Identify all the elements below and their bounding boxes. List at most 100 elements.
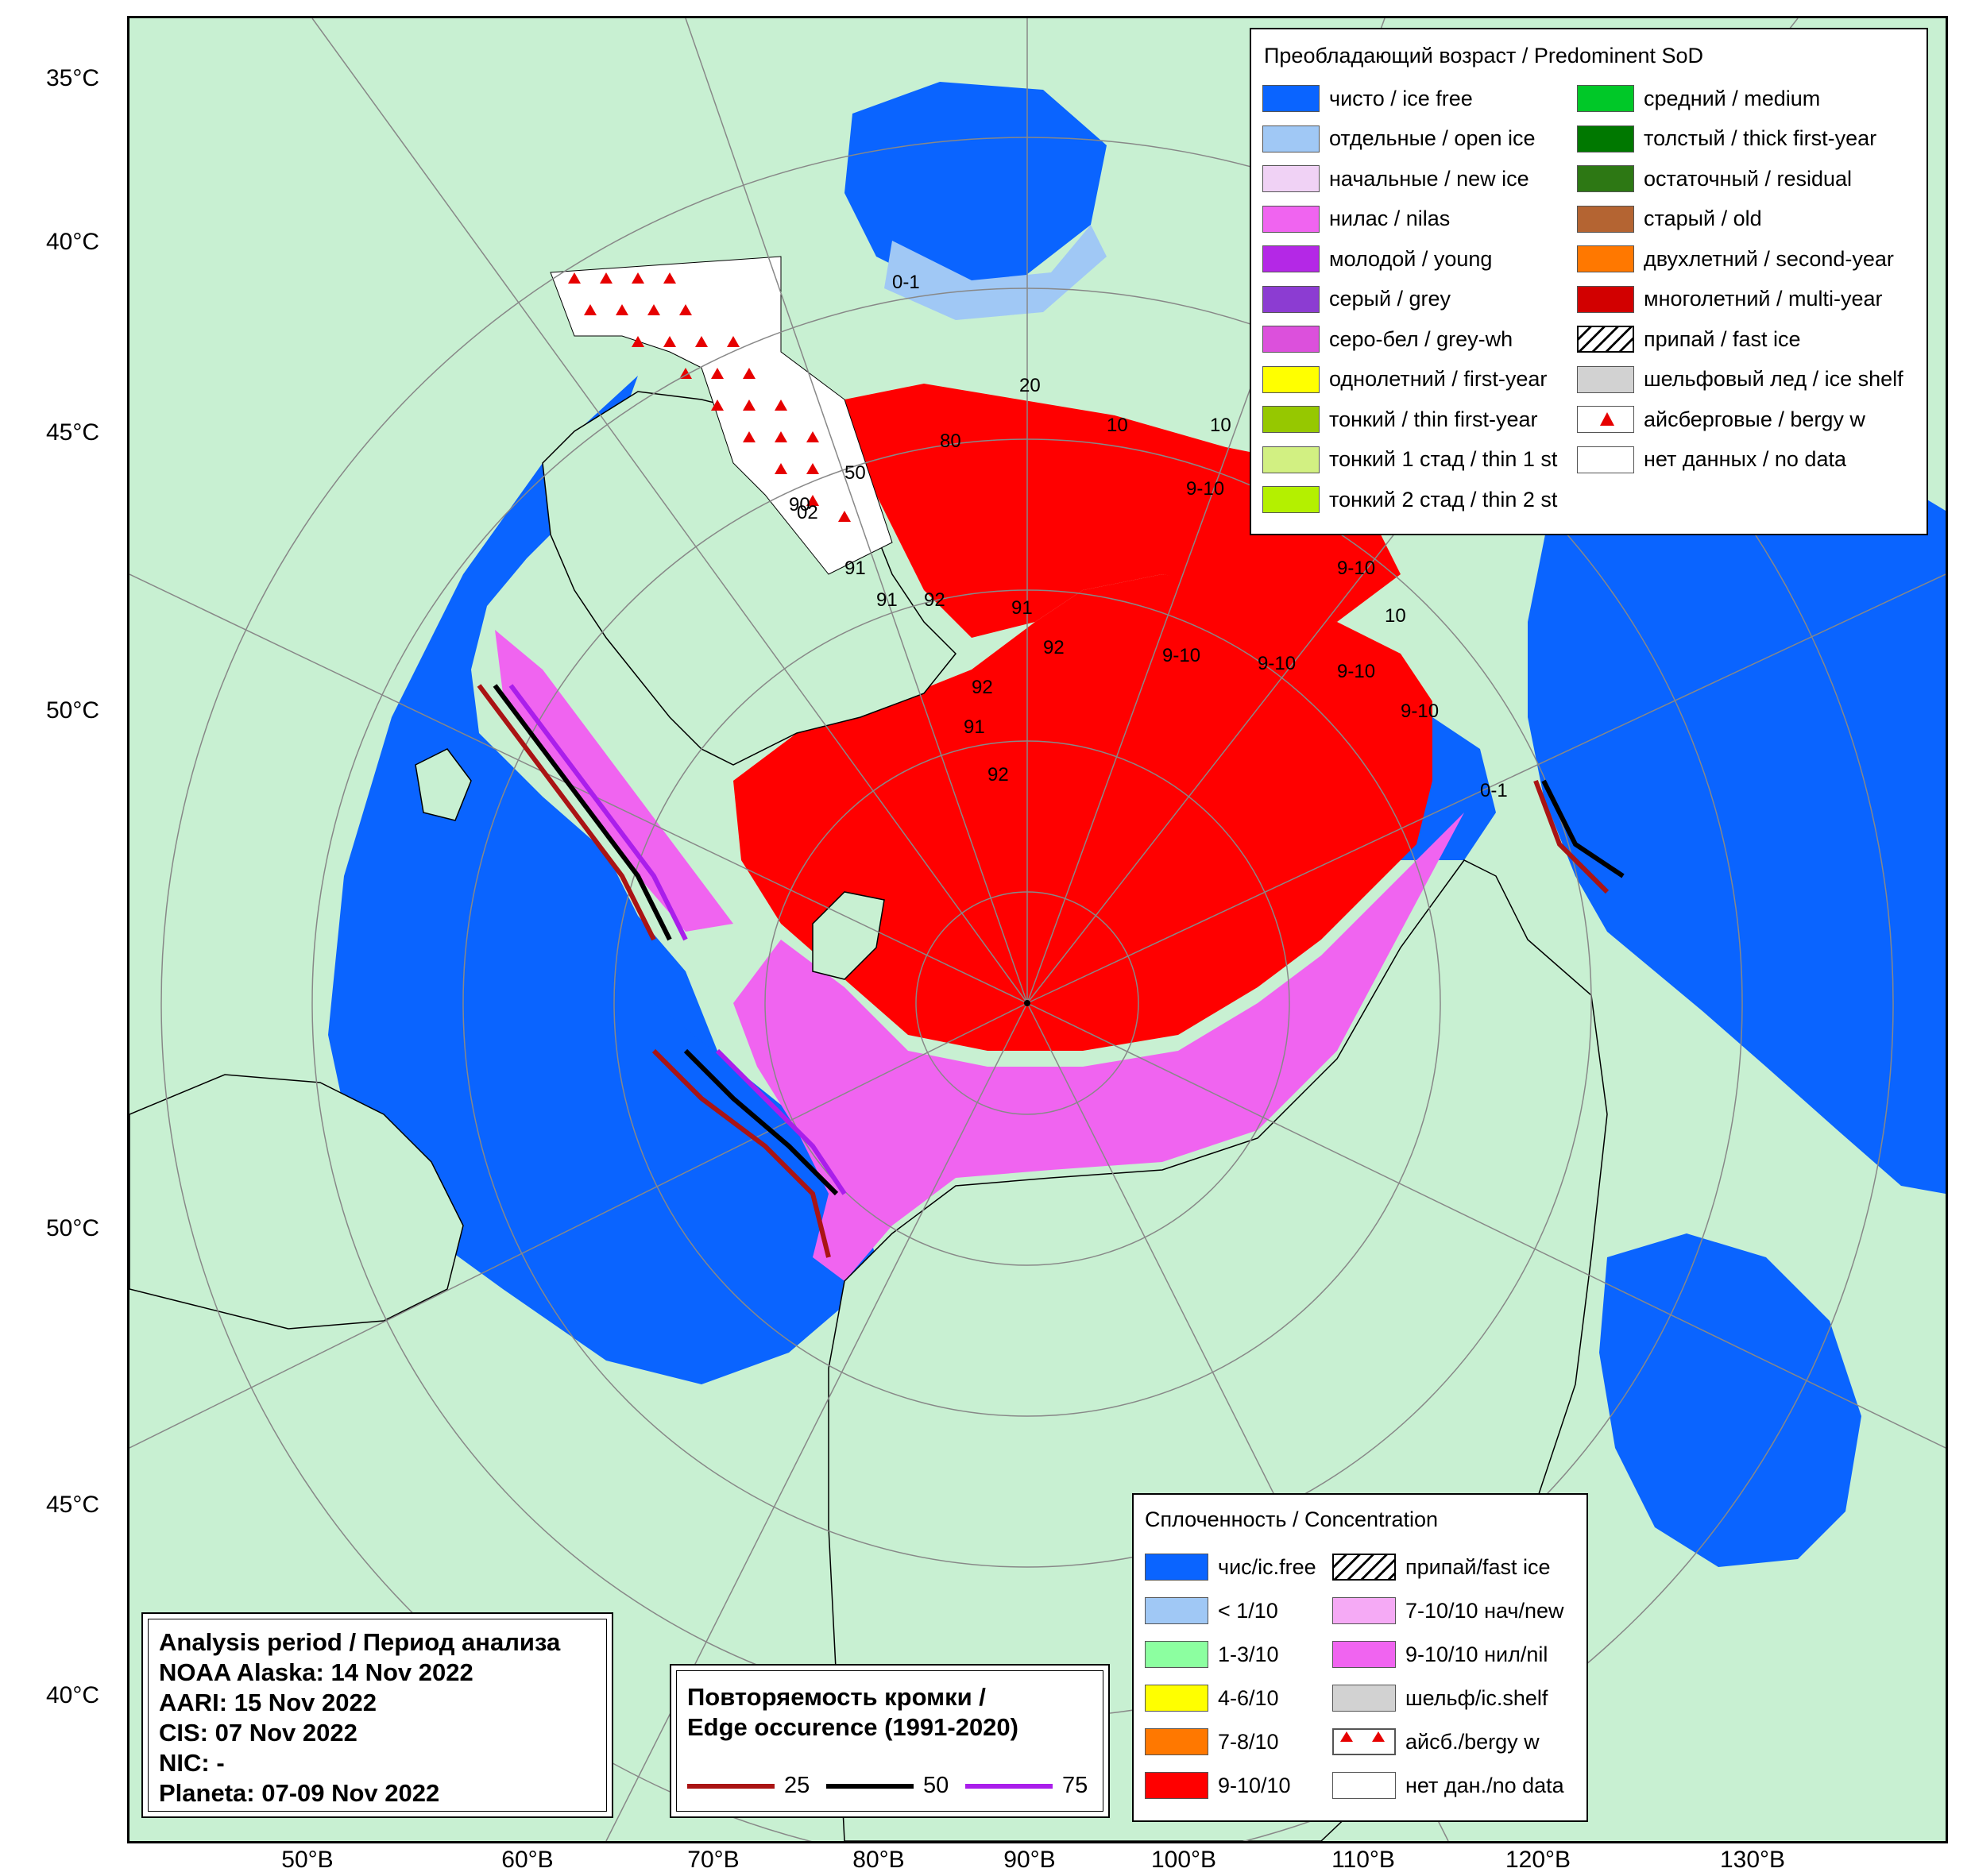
map-ice-label: 02 xyxy=(797,502,818,523)
map-ice-label: 91 xyxy=(964,716,985,738)
map-ice-label: 9-10 xyxy=(1162,645,1200,666)
map-ice-label: 9-10 xyxy=(1186,478,1224,500)
sod-legend-item: припай / fast ice xyxy=(1577,324,1800,354)
analysis-line-4: NIC: - xyxy=(159,1749,225,1777)
sod-legend-item: айсберговые / bergy w xyxy=(1577,404,1865,434)
sod-legend-label: припай / fast ice xyxy=(1644,326,1801,351)
conc-legend-item: 7-10/10 нач/new xyxy=(1332,1596,1564,1626)
conc-legend-label: 1-3/10 xyxy=(1218,1642,1279,1666)
map-ice-label: 10 xyxy=(1385,605,1406,627)
lon-label-3: 70°В xyxy=(687,1847,740,1873)
sod-legend-item: серо-бел / grey-wh xyxy=(1262,324,1513,354)
lon-label-7: 110°В xyxy=(1331,1847,1395,1873)
map-ice-label: 91 xyxy=(844,558,866,579)
conc-legend-item: 9-10/10 нил/nil xyxy=(1332,1639,1548,1669)
conc-legend-item: чис/ic.free xyxy=(1145,1552,1316,1582)
sod-legend-swatch xyxy=(1262,125,1320,152)
conc-legend-item: 9-10/10 xyxy=(1145,1770,1291,1801)
sod-legend-item: чисто / ice free xyxy=(1262,83,1473,114)
sod-legend-label: шельфовый лед / ice shelf xyxy=(1644,367,1903,391)
sod-legend-swatch xyxy=(1262,285,1320,313)
conc-legend-item: < 1/10 xyxy=(1145,1596,1278,1626)
conc-legend-item: припай/fast ice xyxy=(1332,1552,1550,1582)
lon-label-9: 130°В xyxy=(1719,1847,1786,1873)
edge-label-25: 25 xyxy=(784,1773,810,1798)
sod-legend-item: средний / medium xyxy=(1577,83,1820,114)
conc-legend-swatch xyxy=(1145,1597,1208,1624)
edge-line-75 xyxy=(508,684,847,1195)
lat-label-4: 50°C xyxy=(46,697,100,724)
concentration-legend: Сплоченность / Concentration чис/ic.free… xyxy=(1132,1493,1588,1822)
edge-swatch-50 xyxy=(826,1783,914,1789)
sod-legend-swatch xyxy=(1262,365,1320,393)
land-scandinavia xyxy=(129,1074,464,1330)
edge-swatch-25 xyxy=(687,1783,775,1789)
map-ice-label: 92 xyxy=(972,677,993,698)
conc-legend-label: шельф/ic.shelf xyxy=(1405,1685,1548,1710)
bergy-triangles xyxy=(568,272,851,522)
map-ice-label: 91 xyxy=(876,589,898,611)
sod-legend-label: старый / old xyxy=(1644,207,1762,230)
conc-legend-swatch xyxy=(1332,1728,1396,1755)
sod-legend-label: нет данных / no data xyxy=(1644,447,1846,471)
sod-legend-label: многолетний / multi-year xyxy=(1644,287,1883,311)
edge-swatch-75 xyxy=(965,1783,1053,1789)
sod-legend-label: однолетний / first-year xyxy=(1329,367,1548,391)
sod-legend-label: средний / medium xyxy=(1644,86,1821,110)
nilas-coastal-west xyxy=(495,630,733,932)
analysis-title: Analysis period / Период анализа xyxy=(159,1628,561,1656)
lat-label-5: 50°C xyxy=(46,1215,100,1241)
lon-label-2: 60°В xyxy=(501,1847,554,1873)
conc-legend-label: айсб./bergy w xyxy=(1405,1729,1540,1754)
sod-legend-swatch xyxy=(1577,326,1634,353)
map-ice-label: 9-10 xyxy=(1337,558,1375,579)
lon-label-8: 120°В xyxy=(1505,1847,1571,1873)
edge-label-50: 50 xyxy=(923,1773,949,1798)
conc-legend-swatch xyxy=(1332,1772,1396,1799)
land-novaya-zemlya xyxy=(812,891,885,980)
conc-legend-swatch xyxy=(1332,1597,1396,1624)
north-pole xyxy=(1024,1000,1030,1006)
sod-legend-item: начальные / new ice xyxy=(1262,164,1529,194)
bergy-water-region xyxy=(550,256,893,575)
conc-legend-title: Сплоченность / Concentration xyxy=(1145,1507,1439,1531)
conc-legend-item: айсб./bergy w xyxy=(1332,1727,1540,1757)
map-ice-label: 80 xyxy=(940,430,961,452)
map-ice-label: 9-10 xyxy=(1258,653,1296,674)
edge-line-50 xyxy=(493,684,1625,1196)
sod-legend-swatch xyxy=(1262,486,1320,513)
sod-legend-item: двухлетний / second-year xyxy=(1577,244,1894,274)
sod-legend-label: толстый / thick first-year xyxy=(1644,126,1877,150)
conc-legend-swatch xyxy=(1145,1685,1208,1712)
conc-legend-swatch xyxy=(1332,1641,1396,1668)
map-ice-label: 50 xyxy=(844,462,866,484)
sod-legend-label: чисто / ice free xyxy=(1329,86,1473,110)
conc-legend-label: 7-10/10 нач/new xyxy=(1405,1598,1564,1623)
nilas-siberian xyxy=(733,813,1464,1281)
sod-legend-label: двухлетний / second-year xyxy=(1644,246,1894,271)
map-ice-label: 10 xyxy=(1107,415,1128,436)
analysis-line-2: AARI: 15 Nov 2022 xyxy=(159,1689,377,1716)
open-ice-baffin xyxy=(884,225,1107,320)
conc-legend-swatch xyxy=(1145,1641,1208,1668)
map-ice-label: 10 xyxy=(1210,415,1231,436)
conc-legend-item: шельф/ic.shelf xyxy=(1332,1683,1548,1713)
sod-legend-swatch xyxy=(1577,365,1634,393)
sod-legend-swatch xyxy=(1577,446,1634,473)
sod-legend-item: молодой / young xyxy=(1262,244,1492,274)
sod-legend-item: тонкий 2 стад / thin 2 st xyxy=(1262,484,1557,515)
lat-label-6: 45°C xyxy=(46,1492,100,1518)
conc-legend-label: 9-10/10 нил/nil xyxy=(1405,1642,1548,1666)
sod-legend-item: шельфовый лед / ice shelf xyxy=(1577,365,1903,395)
analysis-line-5: Planeta: 07-09 Nov 2022 xyxy=(159,1779,440,1807)
lon-label-6: 100°В xyxy=(1150,1847,1217,1873)
map-ice-label: 92 xyxy=(924,589,945,611)
conc-legend-label: < 1/10 xyxy=(1218,1598,1278,1623)
conc-legend-swatch xyxy=(1332,1685,1396,1712)
map-ice-label: 92 xyxy=(1043,637,1065,658)
land-island-1 xyxy=(415,748,472,821)
conc-legend-item: 4-6/10 xyxy=(1145,1683,1279,1713)
map-ice-label: 9-10 xyxy=(1401,701,1439,722)
edge-item-50: 50 xyxy=(826,1773,949,1799)
sod-legend-label: серо-бел / grey-wh xyxy=(1329,326,1513,351)
